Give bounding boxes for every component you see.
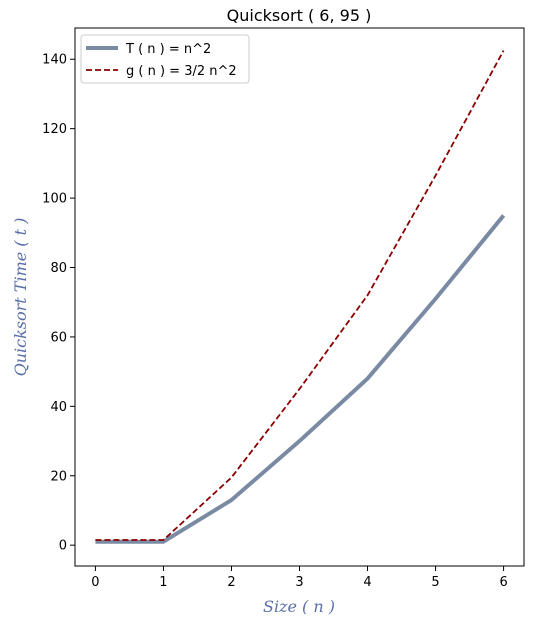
y-tick-label: 100: [42, 192, 67, 207]
x-tick-label: 5: [431, 575, 439, 590]
x-axis-label: Size ( n ): [263, 597, 335, 616]
series-line-t: [95, 214, 506, 544]
chart-title: Quicksort ( 6, 95 ): [227, 6, 372, 25]
y-tick-label: 0: [59, 539, 67, 554]
y-axis: 0 20 40 60 80 100 120 140: [42, 53, 75, 554]
y-axis-label: Quicksort Time ( t ): [11, 218, 30, 377]
y-tick-label: 140: [42, 53, 67, 68]
x-tick-label: 1: [159, 575, 167, 590]
y-tick-label: 60: [50, 330, 67, 345]
y-tick-label: 80: [50, 261, 67, 276]
x-tick-label: 3: [295, 575, 303, 590]
plot-area: [95, 50, 506, 544]
x-tick-label: 0: [91, 575, 99, 590]
y-tick-label: 120: [42, 122, 67, 137]
legend-label-g: g ( n ) = 3/2 n^2: [126, 64, 237, 79]
x-tick-label: 4: [363, 575, 371, 590]
x-tick-label: 6: [499, 575, 507, 590]
plot-frame: [74, 27, 525, 567]
x-tick-label: 2: [227, 575, 235, 590]
x-axis: 0 1 2 3 4 5 6: [91, 566, 508, 590]
y-tick-label: 20: [50, 469, 67, 484]
legend-box: [80, 34, 250, 84]
legend-label-t: T ( n ) = n^2: [125, 42, 211, 57]
legend: T ( n ) = n^2 g ( n ) = 3/2 n^2: [80, 34, 250, 84]
y-tick-label: 40: [50, 400, 67, 415]
series-line-g: [95, 50, 505, 541]
